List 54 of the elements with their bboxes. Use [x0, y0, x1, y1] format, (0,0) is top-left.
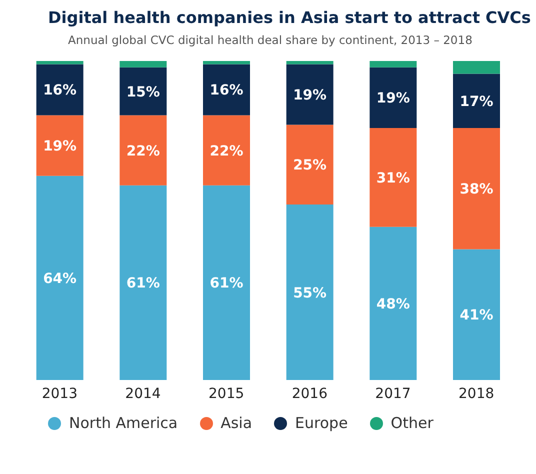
x-tick-label: 2016	[292, 386, 328, 402]
bar	[36, 115, 84, 176]
bar	[453, 128, 500, 250]
data-label: 55%	[293, 285, 327, 302]
chart-subtitle: Annual global CVC digital health deal share by continent, 2013 – 2018	[67, 33, 474, 47]
data-label: 61%	[126, 276, 160, 292]
bar	[453, 61, 500, 74]
data-label: 19%	[43, 138, 77, 155]
x-tick-label: 2017	[375, 386, 411, 402]
bar	[286, 64, 334, 125]
data-label: 22%	[126, 143, 160, 160]
data-label: 17%	[460, 94, 494, 110]
bar	[370, 128, 417, 227]
data-label: 48%	[376, 296, 410, 312]
chart-title: Digital health companies in Asia start to attract CVCs	[47, 8, 531, 27]
data-label: 15%	[126, 84, 160, 100]
bar	[36, 64, 84, 116]
bar	[120, 67, 167, 116]
bar	[203, 185, 250, 380]
data-label: 64%	[43, 270, 77, 287]
data-label: 38%	[460, 182, 494, 198]
legend-label: North America	[68, 414, 178, 432]
bar	[370, 226, 417, 380]
data-label: 41%	[460, 308, 494, 324]
data-label: 22%	[210, 143, 244, 160]
legend-label: Europe	[294, 414, 348, 432]
data-label: 19%	[376, 90, 410, 107]
bar	[203, 61, 250, 64]
bar	[120, 115, 167, 186]
bar	[203, 115, 250, 186]
bar	[36, 176, 84, 380]
bar	[370, 61, 417, 68]
data-label: 16%	[210, 82, 244, 99]
data-label: 19%	[293, 87, 327, 104]
bar	[453, 249, 500, 380]
bar	[453, 74, 500, 128]
bar	[36, 61, 84, 64]
legend-label: Asia	[220, 414, 252, 432]
data-label: 25%	[293, 158, 327, 174]
bar	[203, 64, 250, 116]
bar	[286, 61, 334, 64]
data-label: 31%	[376, 170, 410, 186]
data-label: 61%	[210, 276, 244, 292]
x-tick-label: 2013	[42, 386, 78, 402]
bar	[286, 124, 334, 205]
x-tick-label: 2018	[458, 386, 494, 402]
bar	[286, 204, 334, 380]
bar	[120, 61, 167, 68]
bar	[370, 67, 417, 128]
data-label: 16%	[43, 82, 77, 99]
x-tick-label: 2015	[208, 386, 244, 402]
legend-label: Other	[390, 414, 434, 432]
bar	[120, 185, 167, 380]
x-tick-label: 2014	[125, 386, 161, 402]
